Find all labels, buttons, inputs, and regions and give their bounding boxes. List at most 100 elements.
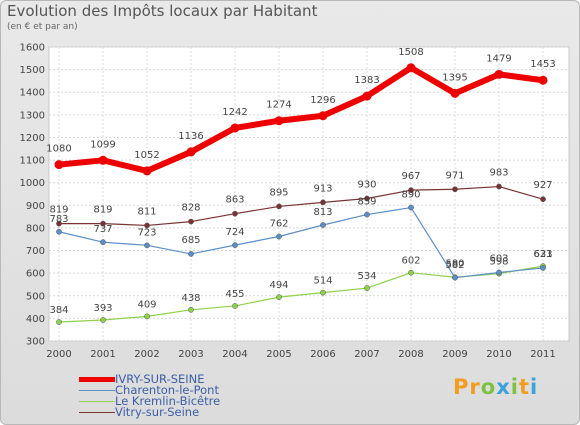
y-tick-label: 1300 — [20, 110, 45, 121]
data-point — [320, 199, 326, 206]
data-point — [496, 269, 502, 276]
x-tick-label: 2005 — [266, 349, 291, 360]
data-point — [274, 116, 284, 126]
data-label: 783 — [49, 214, 68, 225]
data-point — [364, 211, 370, 218]
logo-letter: t — [518, 375, 530, 399]
data-label: 813 — [313, 207, 332, 218]
chart-subtitle: (en € et par an) — [7, 22, 78, 32]
data-point — [406, 63, 416, 73]
data-point — [56, 228, 62, 235]
data-label: 723 — [137, 227, 156, 238]
data-point — [232, 303, 238, 309]
data-label: 603 — [489, 253, 508, 264]
series-line — [59, 185, 544, 227]
data-point — [364, 285, 370, 291]
data-label: 580 — [445, 259, 464, 270]
series-line — [58, 64, 544, 174]
x-tick-label: 2011 — [530, 349, 555, 360]
data-point — [56, 220, 62, 227]
data-point — [100, 317, 106, 323]
logo-letter: x — [496, 375, 511, 399]
data-point — [408, 269, 414, 276]
data-point — [56, 319, 62, 325]
x-tick-label: 2003 — [178, 349, 203, 360]
x-tick-label: 2004 — [222, 349, 247, 360]
data-label: 455 — [225, 289, 244, 300]
legend-label: IVRY-SUR-SEINE — [115, 372, 205, 386]
data-point — [320, 289, 326, 296]
data-point — [232, 242, 238, 248]
data-point — [144, 242, 150, 249]
y-tick-label: 1000 — [20, 178, 45, 189]
plot-area — [48, 46, 570, 342]
data-point — [540, 265, 546, 271]
x-tick-label: 2002 — [134, 349, 159, 360]
data-label: 828 — [181, 203, 200, 214]
data-label: 1136 — [178, 131, 203, 142]
data-label: 623 — [533, 249, 552, 260]
data-label: 494 — [269, 280, 288, 291]
data-point — [98, 155, 108, 165]
data-point — [318, 111, 328, 121]
y-axis-ticks: 300 400 500 600 700 800 900 1000 1100 1200 1300 140… — [20, 43, 45, 348]
data-label: 534 — [357, 271, 376, 282]
legend-label: Le Kremlin-Bicêtre — [115, 394, 221, 408]
logo-letter: i — [510, 375, 519, 399]
data-point — [408, 204, 414, 211]
x-axis-ticks: 2000 2001 2002 2003 2004 2005 2006 2007 2008 2009… — [46, 349, 555, 360]
proxiti-logo: Proxiti — [453, 375, 538, 399]
data-label: 819 — [49, 205, 68, 216]
data-label: 927 — [533, 180, 552, 191]
legend-swatch — [79, 377, 115, 382]
x-tick-label: 2009 — [442, 349, 467, 360]
data-label: 913 — [313, 183, 332, 194]
x-tick-label: 2000 — [46, 349, 71, 360]
y-tick-label: 800 — [26, 223, 45, 234]
data-label: 1080 — [46, 144, 71, 155]
y-tick-label: 1500 — [20, 65, 45, 76]
data-label: 1242 — [222, 107, 247, 118]
data-point — [276, 233, 282, 240]
y-tick-label: 1100 — [20, 156, 45, 167]
x-tick-label: 2007 — [354, 349, 379, 360]
data-label: 863 — [225, 195, 244, 206]
logo-letter: o — [480, 375, 497, 399]
data-label: 598 — [489, 257, 508, 268]
data-point — [142, 166, 152, 176]
data-point — [276, 203, 282, 210]
data-label: 983 — [489, 168, 508, 179]
data-point — [540, 196, 546, 203]
x-tick-label: 2008 — [398, 349, 423, 360]
logo-letter: Pr — [453, 375, 481, 399]
y-tick-label: 600 — [26, 269, 45, 280]
legend-swatch — [79, 401, 115, 402]
y-tick-label: 400 — [26, 314, 45, 325]
legend-label: Charenton-le-Pont — [115, 383, 219, 397]
x-tick-label: 2006 — [310, 349, 335, 360]
data-point — [320, 222, 326, 228]
data-label: 811 — [137, 206, 156, 217]
data-label: 384 — [49, 305, 68, 316]
series-line — [58, 206, 544, 279]
data-label: 971 — [445, 170, 464, 181]
logo-letter: i — [529, 375, 539, 399]
legend-swatch — [79, 390, 115, 391]
data-point — [188, 251, 194, 257]
data-label: 890 — [401, 190, 420, 201]
data-label: 438 — [181, 293, 200, 304]
data-point — [538, 75, 548, 85]
data-label: 762 — [269, 219, 288, 230]
data-label: 930 — [357, 180, 376, 191]
series-lines — [54, 63, 548, 325]
data-point — [144, 313, 150, 320]
data-point — [452, 186, 458, 193]
data-point — [276, 294, 282, 300]
data-point — [362, 91, 372, 101]
data-label: 895 — [269, 187, 288, 198]
y-tick-label: 1600 — [20, 43, 45, 54]
data-label: 685 — [181, 235, 200, 246]
data-point — [188, 218, 194, 225]
